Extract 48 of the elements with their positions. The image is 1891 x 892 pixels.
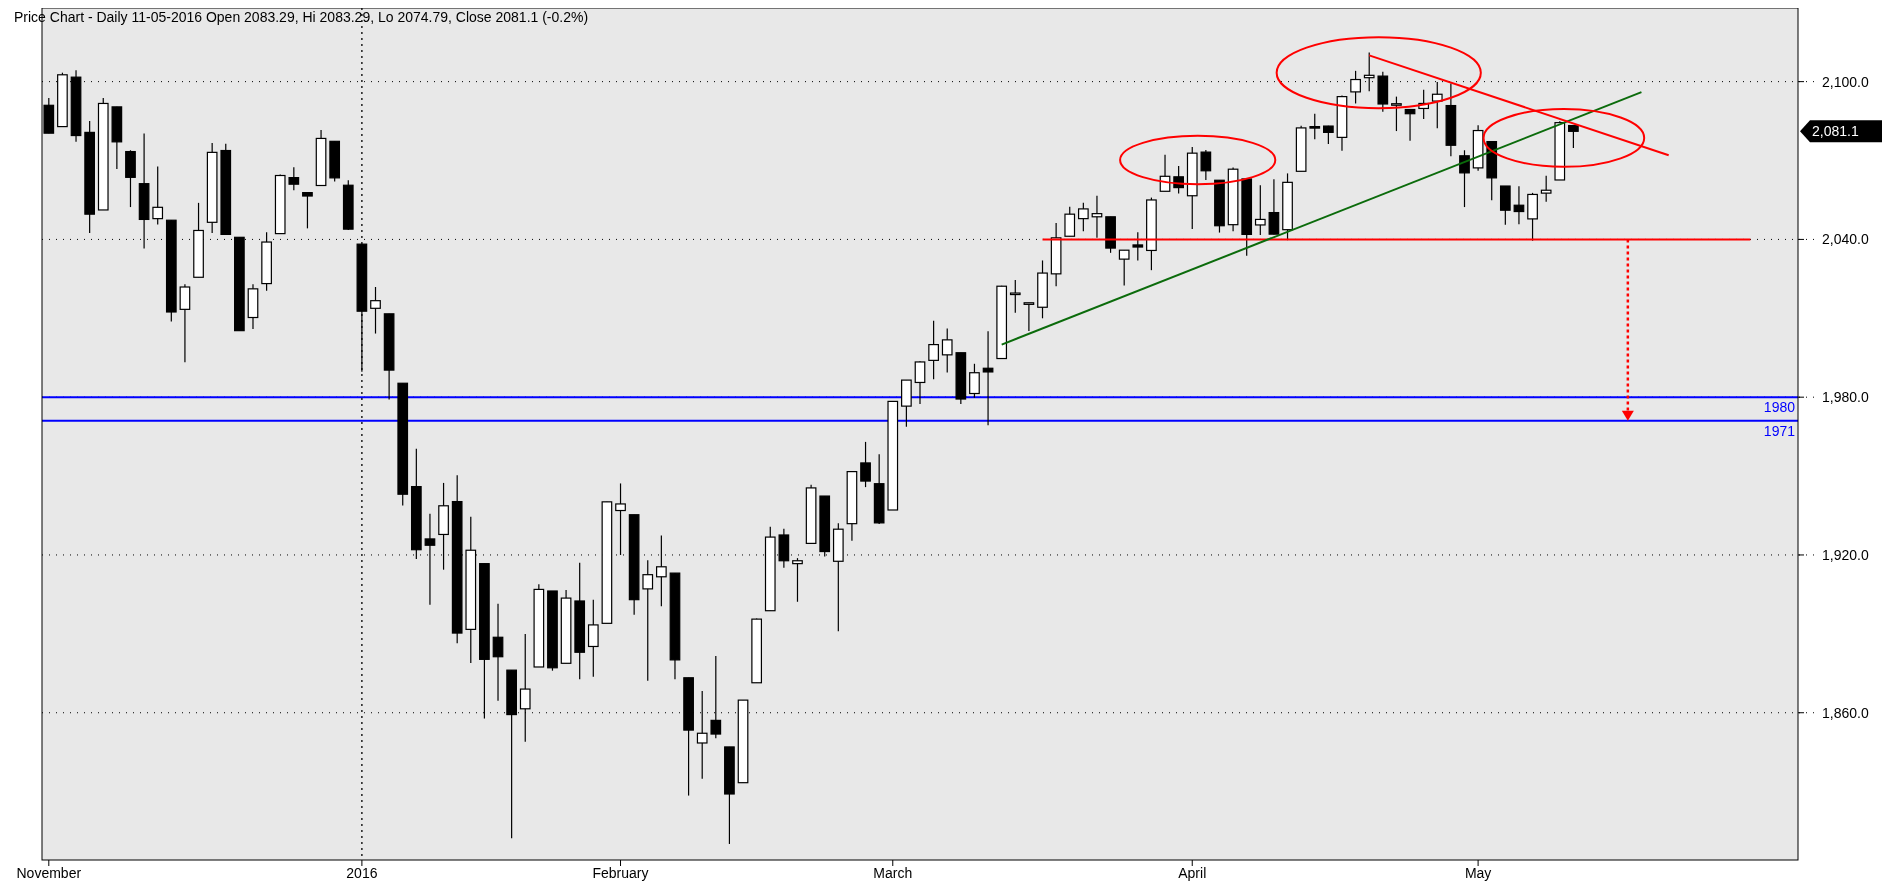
candlestick bbox=[914, 360, 926, 405]
candlestick bbox=[792, 557, 803, 603]
candlestick bbox=[152, 165, 164, 226]
candlestick bbox=[1009, 279, 1021, 314]
candlestick bbox=[941, 327, 953, 374]
y-tick-label: 1,980.0 bbox=[1822, 389, 1869, 406]
chart-title: Price Chart - Daily 11-05-2016 Open 2083.29, Hi 2083.29, Lo 2074.79, Close 2081.1 (-0.2%) bbox=[14, 9, 589, 25]
ref-line-label: 1980 bbox=[1763, 399, 1796, 416]
x-tick-label: February bbox=[592, 865, 649, 881]
candlestick bbox=[1077, 202, 1089, 232]
candlestick bbox=[492, 603, 504, 702]
candlestick bbox=[1540, 175, 1552, 203]
candlestick bbox=[1391, 96, 1402, 132]
candlestick bbox=[302, 192, 313, 229]
candlestick bbox=[642, 559, 654, 682]
candlestick bbox=[370, 286, 381, 335]
candlestick bbox=[587, 599, 599, 678]
candlestick bbox=[615, 482, 626, 556]
ref-line-label: 1971 bbox=[1763, 422, 1796, 439]
candlestick bbox=[1118, 249, 1130, 287]
text: 2,081.1 bbox=[1812, 123, 1859, 140]
candlestick bbox=[1132, 231, 1144, 262]
candlestick bbox=[179, 283, 191, 363]
candlestick bbox=[928, 320, 939, 380]
candlestick bbox=[1200, 149, 1212, 181]
candlestick bbox=[1254, 184, 1266, 236]
candlestick bbox=[982, 330, 994, 426]
x-tick-label: November bbox=[16, 865, 82, 881]
candlestick bbox=[656, 534, 667, 607]
candlestick bbox=[969, 363, 980, 399]
candlestick bbox=[288, 166, 300, 191]
candlestick bbox=[519, 633, 531, 743]
x-tick-label: 2016 bbox=[346, 865, 378, 881]
x-tick-label: March bbox=[873, 865, 913, 881]
candlestick bbox=[860, 441, 871, 488]
x-tick-label: May bbox=[1464, 865, 1492, 881]
y-tick-label: 2,040.0 bbox=[1822, 231, 1869, 248]
candlestick bbox=[1023, 302, 1035, 332]
y-tick-label: 1,860.0 bbox=[1822, 704, 1869, 721]
candlestick bbox=[1568, 124, 1579, 149]
candlestick bbox=[1268, 178, 1280, 236]
candlestick bbox=[1350, 70, 1361, 105]
candlestick bbox=[1323, 125, 1334, 145]
x-tick-label: April bbox=[1178, 865, 1207, 881]
candlestick bbox=[1309, 113, 1321, 140]
candlestick bbox=[1064, 206, 1076, 237]
y-tick-label: 2,100.0 bbox=[1822, 73, 1869, 90]
y-tick-label: 1,920.0 bbox=[1822, 546, 1869, 563]
